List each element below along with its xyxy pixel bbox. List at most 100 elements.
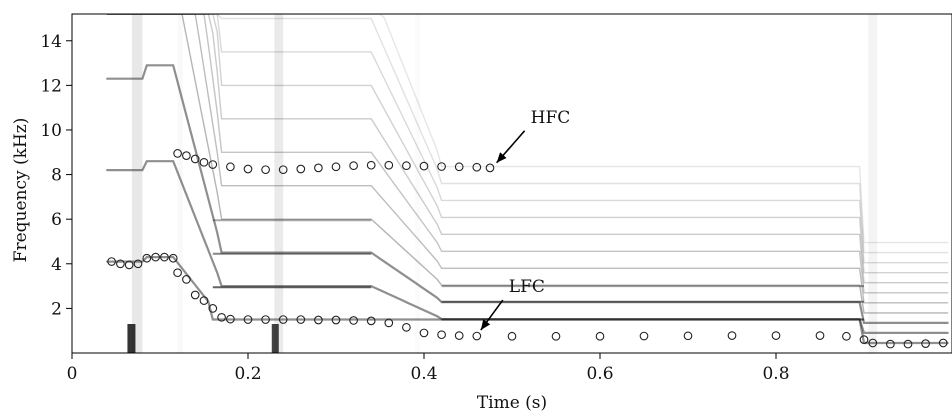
y-axis-title: Frequency (kHz): [11, 118, 31, 263]
hfc-point: [366, 160, 376, 170]
y-tick-label: 8: [51, 166, 62, 186]
hfc-point: [182, 151, 191, 160]
x-axis: 0 0.2 0.4 0.6 0.8: [67, 353, 790, 384]
spectro-harmonic: [106, 14, 949, 314]
lfc-point: [142, 253, 152, 263]
lfc-point: [243, 315, 253, 324]
lfc-point: [331, 315, 341, 325]
hfc-point: [226, 162, 235, 172]
lfc-point: [771, 331, 781, 340]
spectro-harmonic: [106, 14, 949, 254]
y-tick-label: 12: [40, 76, 62, 96]
hfc-point: [349, 161, 358, 171]
hfc-point: [261, 165, 270, 175]
hfc-point: [485, 163, 495, 173]
spectro-harmonic: [106, 14, 949, 284]
lfc-point: [296, 315, 306, 324]
lfc-point: [160, 252, 169, 262]
lfc-point: [815, 331, 825, 340]
lfc-point: [116, 259, 125, 269]
lfc-point: [199, 296, 209, 305]
lfc-point: [226, 314, 235, 324]
spectro-harmonic: [106, 14, 949, 294]
spectro-harmonic: [106, 14, 949, 274]
lfc-point: [314, 315, 323, 325]
lfc-point: [107, 257, 116, 266]
hfc-point: [243, 164, 253, 174]
spectro-harmonic: [106, 14, 949, 244]
lfc-point: [217, 312, 226, 322]
annotation-arrowhead: [480, 319, 491, 331]
spectro-streak: [271, 324, 279, 353]
hfc-point: [419, 161, 429, 171]
hfc-point: [472, 162, 482, 172]
annotation-label: HFC: [531, 108, 571, 128]
hfc-point: [199, 157, 209, 167]
lfc-point: [168, 253, 178, 263]
lfc-series: [107, 252, 948, 349]
hfc-point: [190, 154, 200, 164]
lfc-point: [938, 338, 948, 348]
spectro-streak: [131, 14, 143, 353]
spectro-streak: [274, 14, 284, 353]
hfc-point: [296, 164, 306, 174]
lfc-point: [366, 316, 376, 326]
y-tick-label: 10: [40, 121, 62, 141]
plot-frame: [71, 13, 952, 354]
lfc-point: [261, 315, 270, 324]
lfc-point: [133, 259, 143, 269]
hfc-point: [402, 161, 411, 171]
spectro-harmonic: [106, 14, 949, 304]
x-tick-label: 0: [67, 364, 78, 384]
lfc-point: [727, 331, 737, 340]
x-tick-label: 0.4: [410, 364, 437, 384]
lfc-point: [921, 339, 930, 348]
lfc-point: [886, 339, 895, 349]
x-axis-title: Time (s): [477, 393, 547, 413]
y-tick-label: 2: [51, 299, 62, 319]
lfc-point: [551, 331, 561, 341]
hfc-series: [173, 149, 495, 175]
lfc-point: [402, 323, 411, 332]
spectrogram-background: [106, 14, 949, 353]
lfc-point: [278, 315, 288, 324]
hfc-point: [314, 163, 323, 173]
lfc-point: [868, 338, 878, 348]
hfc-point: [384, 160, 394, 170]
x-tick-label: 0.8: [762, 364, 789, 384]
lfc-point: [859, 335, 869, 344]
annotation-label: LFC: [509, 277, 545, 297]
y-tick-label: 14: [40, 32, 62, 52]
lfc-point: [419, 328, 429, 338]
lfc-point: [208, 304, 218, 313]
lfc-point: [151, 252, 160, 262]
hfc-point: [437, 162, 446, 171]
spectro-streak: [127, 324, 136, 353]
lfc-point: [507, 331, 517, 341]
lfc-point: [124, 260, 134, 270]
lfc-point: [639, 331, 649, 341]
x-tick-label: 0.6: [586, 364, 613, 384]
spectro-streak: [868, 14, 878, 353]
lfc-point: [903, 339, 913, 349]
lfc-point: [595, 331, 605, 341]
hfc-point: [454, 162, 464, 172]
annotations: HFC LFC: [480, 108, 571, 331]
lfc-point: [190, 290, 200, 300]
lfc-point: [384, 318, 394, 328]
lfc-point: [173, 268, 182, 278]
lfc-point: [182, 275, 191, 284]
y-tick-label: 6: [51, 210, 62, 230]
lfc-point: [454, 331, 464, 340]
lfc-point: [349, 316, 358, 325]
spectro-harmonic: [106, 14, 949, 264]
hfc-point: [331, 162, 341, 172]
y-tick-label: 4: [51, 255, 62, 275]
annotation-arrowhead: [496, 152, 507, 163]
lfc-point: [472, 331, 482, 341]
lfc-point: [683, 331, 693, 341]
lfc-point: [842, 331, 851, 341]
hfc-point: [278, 165, 288, 175]
hfc-point: [208, 160, 218, 169]
